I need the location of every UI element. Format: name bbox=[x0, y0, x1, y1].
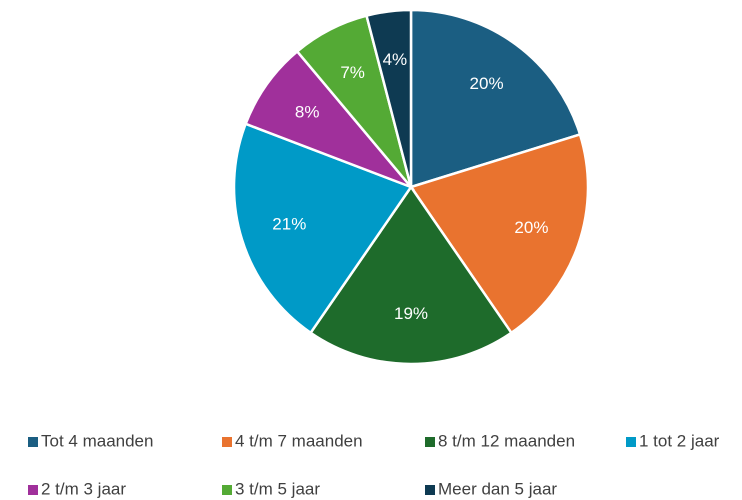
pie-slice bbox=[232, 122, 413, 335]
legend-label: Meer dan 5 jaar bbox=[438, 479, 557, 498]
pie-slice bbox=[409, 8, 582, 189]
pie-slice bbox=[244, 49, 416, 190]
legend-swatch bbox=[28, 437, 38, 447]
legend-swatch bbox=[425, 437, 435, 447]
data-label: 20% bbox=[470, 74, 504, 93]
data-label: 4% bbox=[383, 50, 408, 69]
legend-label: 1 tot 2 jaar bbox=[639, 431, 720, 450]
data-label: 20% bbox=[514, 218, 548, 237]
legend-label: 4 t/m 7 maanden bbox=[235, 431, 363, 450]
legend-swatch bbox=[626, 437, 636, 447]
data-label: 8% bbox=[295, 103, 320, 122]
legend-swatch bbox=[425, 485, 435, 495]
pie-slice bbox=[365, 8, 413, 188]
legend-swatch bbox=[222, 485, 232, 495]
legend-label: 2 t/m 3 jaar bbox=[41, 479, 126, 498]
data-label: 7% bbox=[340, 63, 365, 82]
legend-label: 3 t/m 5 jaar bbox=[235, 479, 320, 498]
legend-swatch bbox=[28, 485, 38, 495]
legend-label: 8 t/m 12 maanden bbox=[438, 431, 575, 450]
pie-slice bbox=[409, 132, 590, 335]
pie-slice bbox=[308, 184, 514, 366]
legend-swatch bbox=[222, 437, 232, 447]
data-label: 19% bbox=[394, 304, 428, 323]
legend-label: Tot 4 maanden bbox=[41, 431, 153, 450]
data-label: 21% bbox=[272, 214, 306, 233]
